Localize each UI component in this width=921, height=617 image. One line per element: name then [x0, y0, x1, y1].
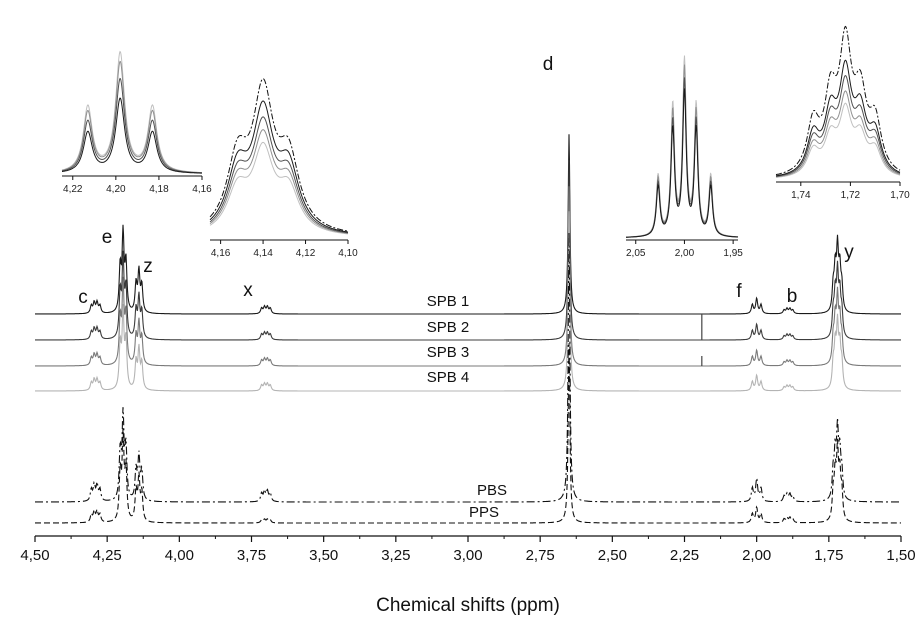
series-label: SPB 4 [427, 369, 470, 386]
inset-tick-label: 4,22 [63, 184, 83, 195]
inset-tick-label: 4,16 [211, 248, 231, 259]
inset-tick-label: 2,00 [675, 248, 695, 259]
insets-group: 4,22 4,20 4,18 4,16 4,16 4,14 4,12 4,10 2,05 2,00… [61, 25, 910, 259]
inset-curve [61, 60, 202, 174]
labels-group: SPB 1 SPB 2 SPB 3 SPB 4 PBS PPS c e z x d f b y [78, 54, 854, 521]
series-label: SPB 3 [427, 344, 470, 361]
x-tick-label: 4,25 [93, 547, 122, 564]
inset-curve [775, 59, 901, 177]
peak-label-x: x [243, 280, 253, 301]
series-line-pbs [35, 232, 901, 503]
series-label: PBS [477, 482, 507, 499]
x-tick-label: 4,50 [20, 547, 49, 564]
series-line-spb-3 [35, 186, 901, 367]
inset-tick-label: 4,12 [296, 248, 316, 259]
x-axis: 4,50 4,25 4,00 3,75 3,50 3,25 3,00 2,75 2,50 2,25… [20, 535, 916, 564]
inset-tick-label: 1,95 [723, 248, 743, 259]
inset-tick-label: 4,20 [106, 184, 126, 195]
inset-tick-label: 4,18 [149, 184, 169, 195]
inset-curve [209, 141, 349, 235]
peak-label-c: c [78, 287, 88, 308]
x-tick-label: 4,00 [165, 547, 194, 564]
series-line-spb-1 [35, 134, 901, 315]
x-tick-label: 2,75 [526, 547, 555, 564]
inset-curve [209, 100, 349, 233]
x-tick-label: 2,25 [670, 547, 699, 564]
series-line-pps [35, 343, 901, 524]
inset-curve [626, 88, 738, 238]
series-label: SPB 2 [427, 319, 470, 336]
series-line-spb-4 [35, 211, 901, 392]
inset-4: 1,74 1,72 1,70 [775, 25, 910, 201]
x-tick-label: 1,75 [814, 547, 843, 564]
inset-1: 4,22 4,20 4,18 4,16 [61, 50, 212, 195]
inset-curve [61, 77, 202, 174]
x-tick-label: 3,50 [309, 547, 338, 564]
peak-label-b: b [787, 286, 798, 307]
inset-tick-label: 4,10 [338, 248, 358, 259]
peak-label-f: f [736, 281, 742, 302]
inset-curve [776, 102, 901, 178]
series-line-spb-2 [35, 160, 901, 341]
x-tick-label: 2,50 [598, 547, 627, 564]
inset-curve [62, 97, 202, 174]
inset-3: 2,05 2,00 1,95 [625, 55, 743, 259]
inset-tick-label: 4,14 [253, 248, 273, 259]
inset-curve [775, 25, 901, 176]
x-tick-label: 1,50 [886, 547, 915, 564]
inset-tick-label: 4,16 [192, 184, 212, 195]
x-tick-label: 3,25 [381, 547, 410, 564]
peak-label-e: e [102, 227, 113, 248]
inset-2: 4,16 4,14 4,12 4,10 [209, 78, 358, 259]
x-axis-title: Chemical shifts (ppm) [376, 595, 560, 616]
inset-tick-label: 1,74 [791, 190, 811, 201]
peak-label-y: y [844, 242, 854, 263]
inset-curve [776, 75, 901, 177]
spectra-group [35, 134, 901, 524]
series-label: PPS [469, 504, 499, 521]
x-tick-label: 3,75 [237, 547, 266, 564]
inset-curve [209, 116, 349, 234]
inset-curve [775, 90, 901, 178]
x-tick-label: 2,00 [742, 547, 771, 564]
x-tick-label: 3,00 [453, 547, 482, 564]
inset-tick-label: 1,72 [841, 190, 861, 201]
inset-tick-label: 1,70 [890, 190, 910, 201]
inset-curve [209, 78, 349, 232]
inset-curve [209, 129, 348, 234]
peak-label-d: d [543, 54, 554, 75]
peak-label-z: z [143, 256, 153, 277]
inset-tick-label: 2,05 [626, 248, 646, 259]
series-label: SPB 1 [427, 293, 470, 310]
